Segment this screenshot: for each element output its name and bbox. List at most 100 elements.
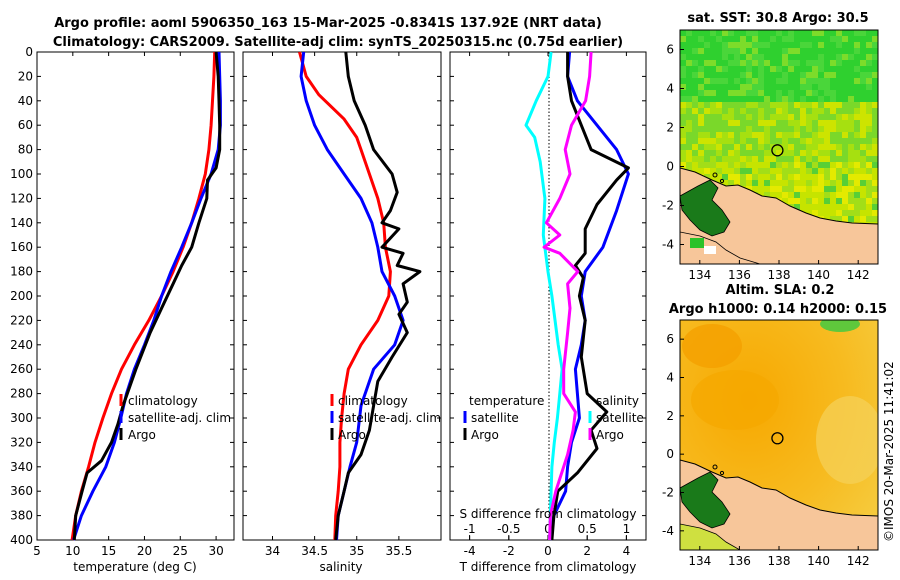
sst-cell: [722, 132, 728, 138]
sst-cell: [716, 36, 722, 42]
sst-cell: [860, 120, 866, 126]
sst-cell: [680, 144, 686, 150]
sst-cell: [854, 108, 860, 114]
sst-cell: [824, 204, 830, 210]
sla-green-patch: [820, 320, 860, 332]
sst-cell: [752, 138, 758, 144]
sst-cell: [680, 132, 686, 138]
sst-cell: [704, 156, 710, 162]
sst-cell: [734, 168, 740, 174]
sst-cell: [704, 108, 710, 114]
sst-cell: [866, 60, 872, 66]
sst-cell: [728, 36, 734, 42]
sst-cell: [782, 36, 788, 42]
sst-cell: [758, 126, 764, 132]
x-tick-label: 1: [623, 522, 631, 536]
sst-cell: [740, 144, 746, 150]
sst-cell: [836, 78, 842, 84]
sst-cell: [698, 162, 704, 168]
sst-cell: [806, 198, 812, 204]
sst-cell: [842, 54, 848, 60]
sst-cell: [752, 186, 758, 192]
sst-cell: [830, 36, 836, 42]
sst-cell: [872, 102, 878, 108]
sst-cell: [848, 54, 854, 60]
sst-cell: [740, 114, 746, 120]
sst-cell: [800, 90, 806, 96]
sst-cell: [818, 204, 824, 210]
sst-cell: [782, 132, 788, 138]
sst-cell: [698, 120, 704, 126]
difference-s-ticks: -1 -0.5 0 0.5 1: [464, 522, 631, 540]
sst-cell: [800, 192, 806, 198]
sst-cell: [782, 102, 788, 108]
sst-cell: [824, 168, 830, 174]
argo-location-marker: [771, 432, 784, 445]
sst-cell: [770, 54, 776, 60]
sst-cell: [800, 150, 806, 156]
sst-cell: [728, 48, 734, 54]
sst-cell: [854, 96, 860, 102]
sst-cell: [788, 108, 794, 114]
sst-cell: [692, 162, 698, 168]
island-2: [719, 178, 725, 184]
sst-cell: [782, 120, 788, 126]
sst-cell: [710, 132, 716, 138]
sst-cell: [866, 42, 872, 48]
sst-cell: [872, 114, 878, 120]
sst-cell: [782, 150, 788, 156]
sst-cell: [776, 150, 782, 156]
sst-cell: [794, 54, 800, 60]
sst-cell: [866, 198, 872, 204]
sst-cell: [800, 156, 806, 162]
sst-cell: [812, 66, 818, 72]
sst-cell: [860, 150, 866, 156]
sst-cell: [830, 96, 836, 102]
sst-cell: [800, 36, 806, 42]
sst-cell: [818, 54, 824, 60]
sst-cell: [776, 162, 782, 168]
sst-cell: [788, 186, 794, 192]
x-tick-label: -0.5: [497, 522, 520, 536]
sst-cell: [734, 114, 740, 120]
sst-cell: [872, 210, 878, 216]
sst-cell: [680, 108, 686, 114]
sst-cell: [824, 84, 830, 90]
legend-title-salinity: salinity: [596, 394, 639, 408]
sst-cell: [860, 66, 866, 72]
sst-cell: [836, 162, 842, 168]
sst-cell: [686, 102, 692, 108]
island-1: [712, 464, 718, 470]
sst-cell: [848, 66, 854, 72]
sst-cell: [692, 42, 698, 48]
sst-cell: [794, 90, 800, 96]
sst-cell: [776, 72, 782, 78]
sst-cell: [728, 180, 734, 186]
sst-cell: [812, 168, 818, 174]
sst-cell: [716, 138, 722, 144]
sst-cell: [854, 192, 860, 198]
island-1: [712, 172, 718, 178]
map-x-tick-label: 134: [688, 554, 711, 568]
sst-cell: [698, 66, 704, 72]
sst-cell: [722, 36, 728, 42]
sst-cell: [722, 108, 728, 114]
sst-cell: [770, 48, 776, 54]
sst-cell: [842, 204, 848, 210]
sst-cell: [800, 132, 806, 138]
sst-cell: [794, 84, 800, 90]
sst-cell: [716, 96, 722, 102]
sst-cell: [710, 78, 716, 84]
sst-cell: [728, 90, 734, 96]
sst-cell: [830, 150, 836, 156]
sst-cell: [788, 132, 794, 138]
sst-cell: [848, 48, 854, 54]
sst-cell: [788, 150, 794, 156]
sst-cell: [710, 66, 716, 72]
sst-cell: [734, 162, 740, 168]
land-new-guinea: [680, 167, 878, 264]
sst-cell: [770, 36, 776, 42]
sst-cell: [740, 36, 746, 42]
sst-cell: [734, 90, 740, 96]
sst-cell: [740, 60, 746, 66]
